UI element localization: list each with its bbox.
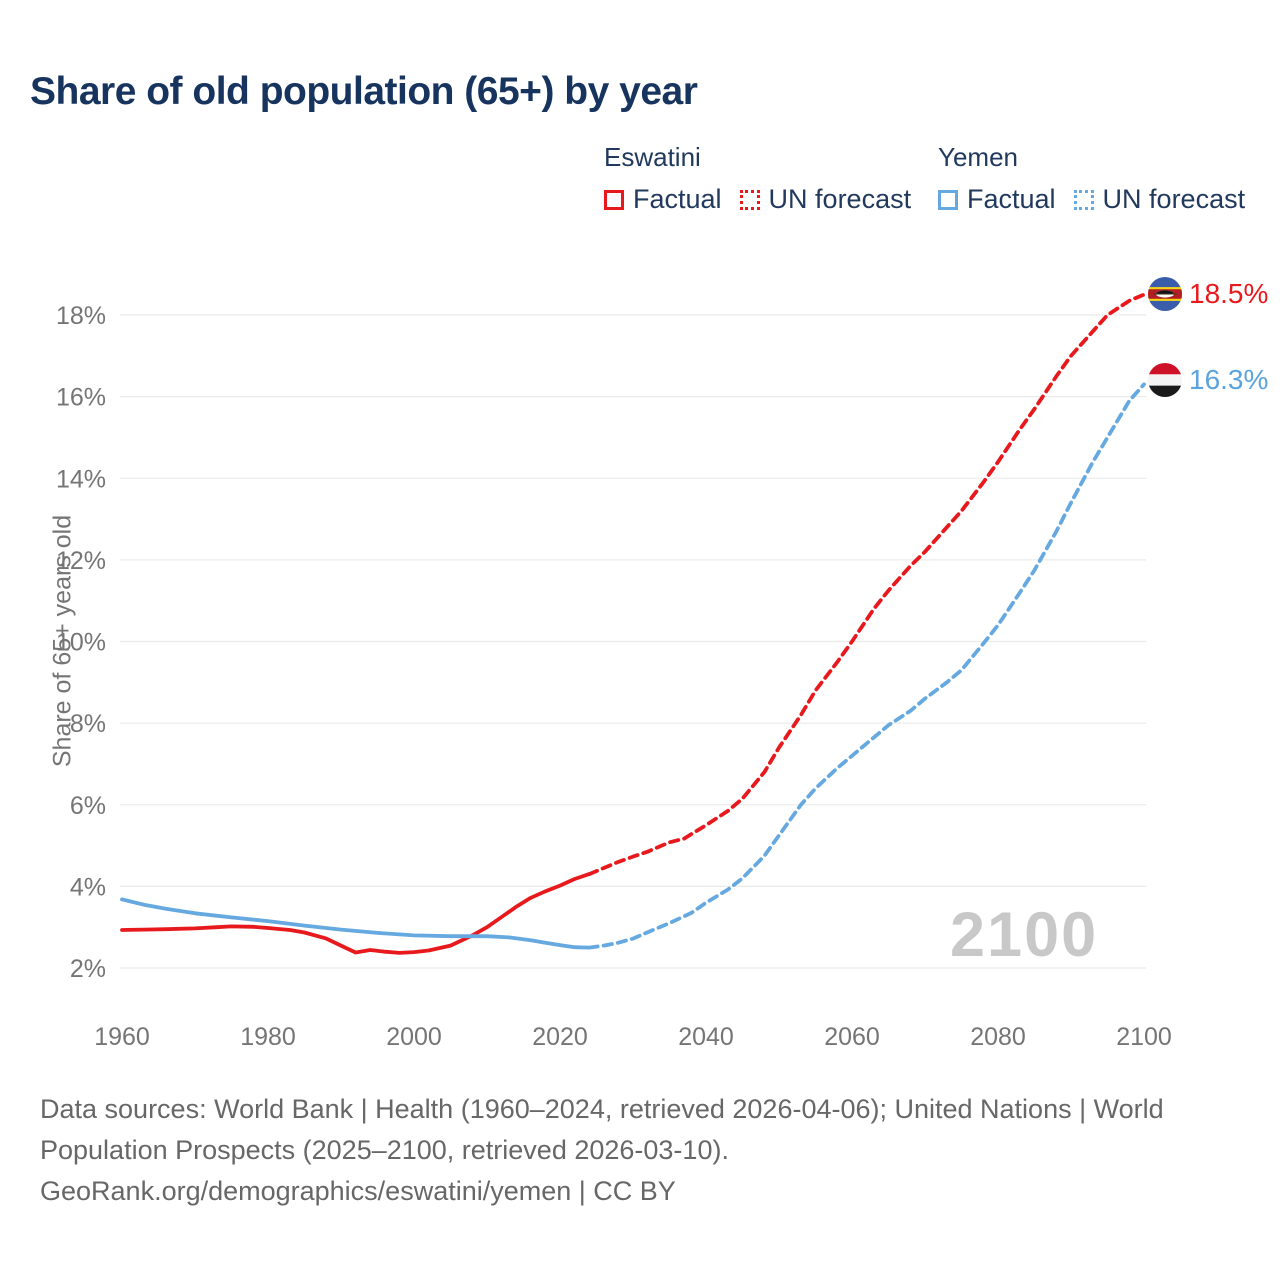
eswatini-forecast-swatch-icon [739, 189, 760, 210]
svg-text:1980: 1980 [240, 1023, 296, 1051]
eswatini-factual-label: Factual [633, 184, 722, 214]
svg-text:2040: 2040 [678, 1023, 734, 1051]
watermark-year: 2100 [950, 900, 1099, 970]
y-axis-title: Share of 65+ years old [48, 514, 77, 768]
svg-text:14%: 14% [56, 465, 106, 493]
svg-text:2080: 2080 [970, 1023, 1026, 1051]
eswatini-factual-swatch-icon [604, 189, 624, 210]
svg-text:16%: 16% [56, 384, 106, 412]
svg-text:18%: 18% [56, 302, 106, 330]
yemen-factual-swatch-icon [938, 189, 958, 210]
legend-heading-yemen: Yemen [938, 142, 1018, 172]
svg-text:2%: 2% [70, 955, 106, 983]
svg-text:2020: 2020 [532, 1023, 588, 1051]
eswatini-forecast-label: UN forecast [768, 184, 912, 214]
svg-text:12%: 12% [56, 547, 106, 575]
legend-group-yemen: Yemen Factual UN forecast [938, 142, 1245, 215]
svg-text:2100: 2100 [1116, 1023, 1172, 1051]
data-sources: Data sources: World Bank | Health (1960–… [40, 1089, 1164, 1212]
end-label-yemen: 16.3% [1148, 363, 1268, 397]
data-sources-line-1: Data sources: World Bank | Health (1960–… [40, 1094, 1164, 1124]
page-title: Share of old population (65+) by year [30, 70, 698, 113]
svg-text:2060: 2060 [824, 1023, 880, 1051]
yemen-end-value: 16.3% [1189, 364, 1269, 395]
yemen-forecast-label: UN forecast [1102, 184, 1246, 214]
legend-row-eswatini: Factual UN forecast [604, 184, 911, 215]
data-sources-line-3: GeoRank.org/demographics/eswatini/yemen … [40, 1176, 676, 1206]
svg-text:2000: 2000 [386, 1023, 442, 1051]
data-sources-line-2: Population Prospects (2025–2100, retriev… [40, 1135, 729, 1165]
svg-text:10%: 10% [56, 629, 106, 657]
legend-group-eswatini: Eswatini Factual UN forecast [604, 142, 911, 215]
yemen-factual-label: Factual [967, 184, 1056, 214]
eswatini-end-value: 18.5% [1189, 278, 1269, 309]
svg-text:6%: 6% [70, 792, 106, 820]
yemen-flag-icon [1148, 363, 1182, 397]
svg-text:4%: 4% [70, 873, 106, 901]
legend-row-yemen: Factual UN forecast [938, 184, 1245, 215]
svg-text:8%: 8% [70, 710, 106, 738]
legend-heading-eswatini: Eswatini [604, 142, 701, 172]
svg-text:1960: 1960 [94, 1023, 150, 1051]
yemen-forecast-swatch-icon [1073, 189, 1094, 210]
end-label-eswatini: 18.5% [1148, 277, 1268, 311]
legend: Eswatini Factual UN forecast Yemen Factu… [604, 142, 1272, 215]
eswatini-flag-icon [1148, 277, 1182, 311]
